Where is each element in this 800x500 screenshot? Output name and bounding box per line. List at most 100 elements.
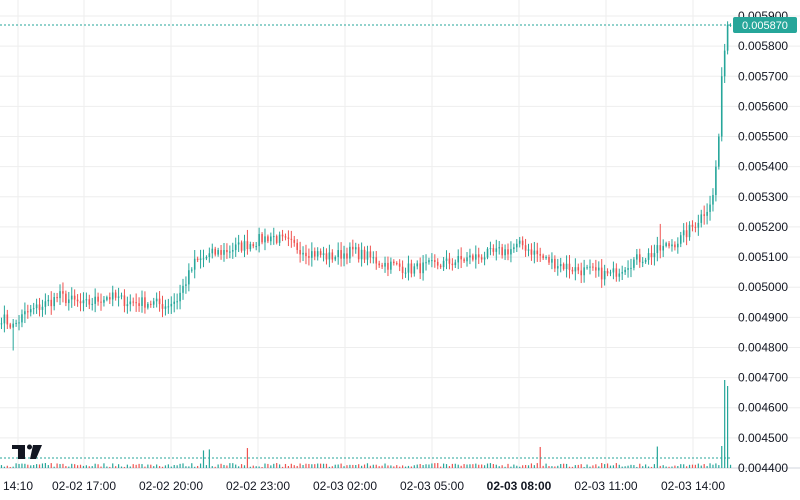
volume-bar xyxy=(27,464,29,468)
volume-bar xyxy=(437,463,439,468)
candle-body xyxy=(311,251,313,258)
volume-bar xyxy=(583,466,585,468)
volume-bar xyxy=(729,464,732,468)
volume-bar xyxy=(33,465,35,468)
candle-body xyxy=(472,255,474,260)
candle-body xyxy=(223,249,225,255)
candle-body xyxy=(583,267,585,276)
volume-bar xyxy=(88,466,90,468)
candle-body xyxy=(284,236,287,238)
candle-body xyxy=(293,239,296,243)
candle-body xyxy=(644,259,647,262)
volume-bar xyxy=(495,464,497,468)
candle-body xyxy=(688,224,691,238)
candle-body xyxy=(395,263,398,265)
volume-bar xyxy=(686,466,688,468)
y-tick-label: 0.005500 xyxy=(738,130,788,144)
volume-bar xyxy=(571,466,574,468)
volume-bar xyxy=(472,464,474,468)
candle-body xyxy=(559,264,562,267)
volume-bar xyxy=(618,464,620,468)
candle-body xyxy=(592,266,594,268)
y-axis: 0.004400 0.004500 0.004600 0.004700 0.004800… xyxy=(738,9,788,475)
volume-bar xyxy=(334,464,336,468)
candle-body xyxy=(375,257,378,264)
candle-body xyxy=(536,250,539,255)
volume-bar xyxy=(194,466,196,468)
volume-bar xyxy=(208,449,210,468)
volume-bar xyxy=(399,466,401,468)
volume-bar xyxy=(273,463,275,468)
candle-body xyxy=(354,247,357,250)
volume-bar xyxy=(331,466,333,468)
volume-bar xyxy=(586,464,588,468)
candle-body xyxy=(155,298,158,302)
volume-bar xyxy=(381,465,383,468)
candle-body xyxy=(246,241,249,250)
volume-bar xyxy=(539,446,541,468)
candle-body xyxy=(234,244,237,251)
candle-body xyxy=(214,248,217,255)
candle-body xyxy=(609,272,612,274)
candle-body xyxy=(249,244,252,250)
volume-bar xyxy=(53,466,55,468)
volume-bar xyxy=(141,464,143,468)
candle-body xyxy=(199,258,202,260)
volume-bar xyxy=(94,463,96,468)
y-tick-label: 0.004500 xyxy=(738,431,788,445)
volume-bar xyxy=(580,464,582,468)
candle-body xyxy=(694,226,697,228)
candle-body xyxy=(618,273,621,277)
candle-body xyxy=(527,249,530,251)
candle-body xyxy=(302,252,304,255)
volume-bar xyxy=(554,466,556,468)
volume-bar xyxy=(522,465,524,468)
candle-body xyxy=(589,266,591,268)
volume-bar xyxy=(369,465,371,468)
volume-bar xyxy=(372,464,374,468)
volume-bar xyxy=(688,464,691,468)
volume-bar xyxy=(387,465,389,468)
candle-body xyxy=(167,306,170,308)
volume-bar xyxy=(21,463,23,468)
candle-body xyxy=(32,308,35,310)
volume-bar xyxy=(516,465,518,468)
volume-bar xyxy=(700,465,702,468)
candle-body xyxy=(580,270,583,276)
candle-body xyxy=(211,248,214,254)
volume-bar xyxy=(226,465,228,468)
candle-body xyxy=(182,285,184,293)
volume-bar xyxy=(56,463,58,468)
candle-body xyxy=(229,251,231,253)
volume-bar xyxy=(542,465,544,468)
candle-body xyxy=(393,261,395,264)
volume-bar xyxy=(199,463,202,468)
candle-body xyxy=(185,284,187,286)
volume-bar xyxy=(76,465,79,468)
volume-bar xyxy=(507,463,509,468)
volume-bar xyxy=(680,464,682,468)
candle-body xyxy=(337,250,339,258)
volume-bar xyxy=(258,466,260,468)
volume-bar xyxy=(109,466,111,468)
volume-bar xyxy=(249,466,251,468)
y-tick-label: 0.004700 xyxy=(738,371,788,385)
volume-bar xyxy=(264,463,266,468)
volume-bar xyxy=(147,464,149,468)
volume-bar xyxy=(674,465,676,468)
volume-bar xyxy=(293,465,295,468)
volume-bar xyxy=(59,464,61,468)
candle-body xyxy=(179,292,181,302)
candle-body xyxy=(149,303,152,305)
candle-body xyxy=(12,323,14,328)
candle-body xyxy=(729,25,732,27)
volume-bar xyxy=(404,466,407,468)
volume-bar xyxy=(425,464,427,468)
volume-bar xyxy=(120,466,123,468)
volume-bar xyxy=(662,465,664,468)
candle-body xyxy=(6,314,9,325)
candle-body xyxy=(217,250,219,255)
volume-bar xyxy=(173,464,175,468)
volume-bar xyxy=(355,465,357,468)
y-tick-label: 0.005300 xyxy=(738,190,788,204)
